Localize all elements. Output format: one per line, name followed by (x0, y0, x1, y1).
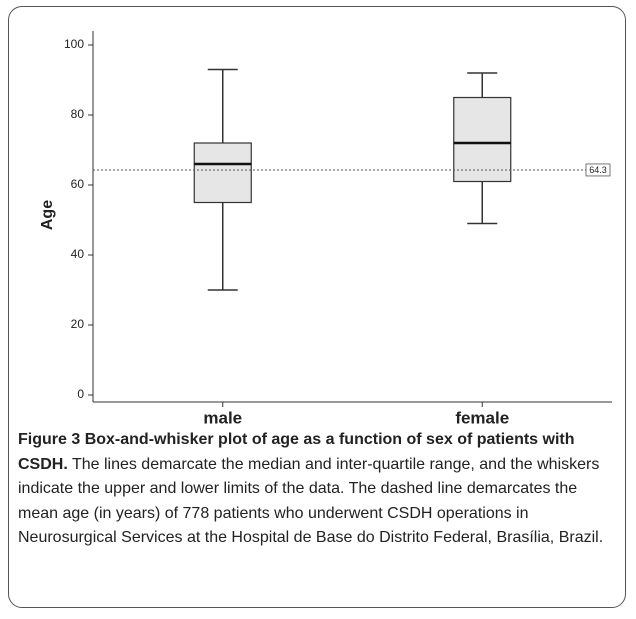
caption: Figure 3 Box-and-whisker plot of age as … (18, 428, 620, 551)
x-tick-label: male (203, 408, 242, 427)
y-tick-label: 20 (71, 317, 85, 331)
y-tick-label: 100 (64, 37, 84, 51)
caption-text: The lines demarcate the median and inter… (18, 455, 604, 547)
y-axis-label: Age (39, 200, 56, 230)
y-tick-label: 40 (71, 247, 85, 261)
reference-label: 64.3 (589, 165, 607, 175)
y-tick-label: 60 (71, 177, 85, 191)
box (453, 96, 512, 183)
x-tick-label: female (455, 408, 509, 427)
chart: Age 0 20 40 60 80 100 male female 64.3 (39, 31, 612, 427)
figure-frame (8, 6, 626, 608)
caption-title: Box-and-whisker plot of age as a functio… (18, 431, 575, 473)
y-tick-label: 0 (77, 387, 84, 401)
y-tick-label: 80 (71, 107, 85, 121)
caption-label: Figure 3 (18, 431, 81, 448)
box (193, 142, 252, 204)
reference-label-box (585, 163, 611, 177)
